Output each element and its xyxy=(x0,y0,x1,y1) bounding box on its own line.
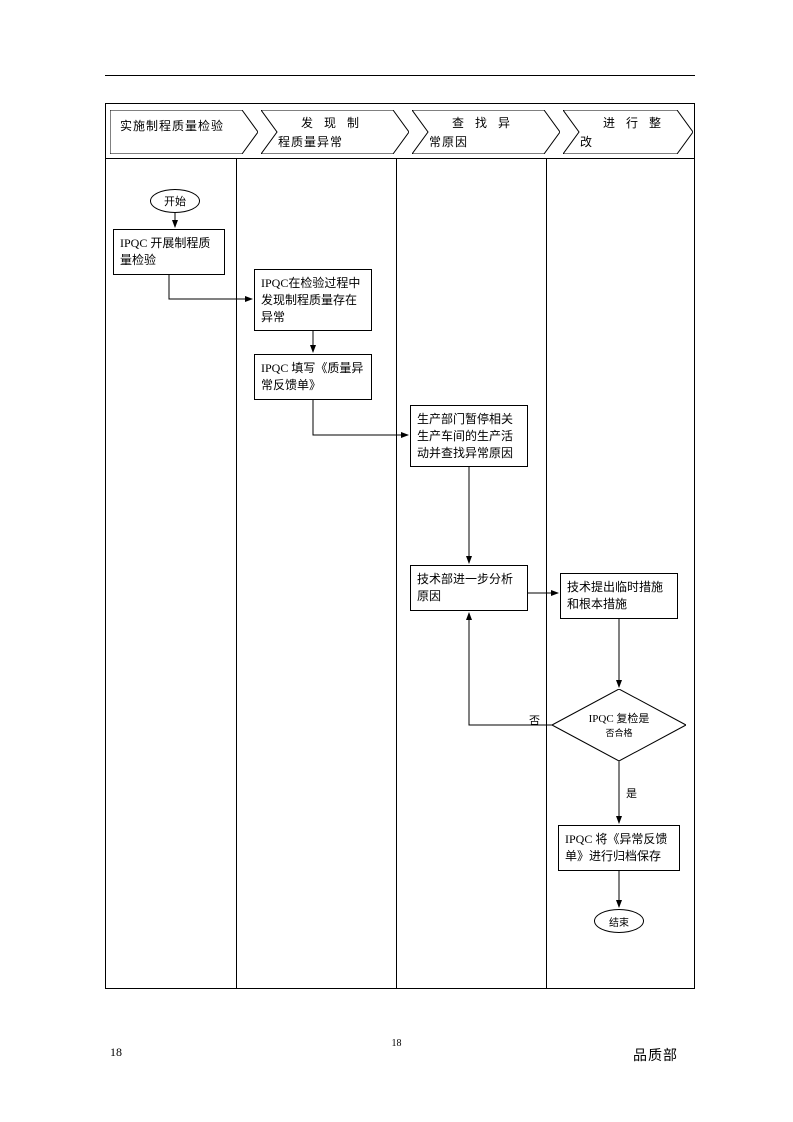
lane-header-4-line2: 改 xyxy=(580,134,593,150)
footer-dept: 品质部 xyxy=(633,1045,678,1065)
flow-arrows xyxy=(106,159,696,989)
lane-header-2-line1: 发 现 制 xyxy=(301,115,363,131)
lane-header-4-line1: 进 行 整 xyxy=(603,115,665,131)
lane-header-3-line1: 查 找 异 xyxy=(452,115,514,131)
lane-header-1-label: 实施制程质量检验 xyxy=(120,118,224,134)
flow-area: 开始 IPQC 开展制程质量检验 IPQC在检验过程中发现制程质量存在异常 IP… xyxy=(105,159,695,989)
top-rule xyxy=(105,75,695,76)
lane-header-3-line2: 常原因 xyxy=(429,134,468,150)
lane-header-2-line2: 程质量异常 xyxy=(278,134,343,150)
swimlane-header: 实施制程质量检验 发 现 制 程质量异常 查 找 异 常原因 进 行 整 改 xyxy=(105,103,695,159)
